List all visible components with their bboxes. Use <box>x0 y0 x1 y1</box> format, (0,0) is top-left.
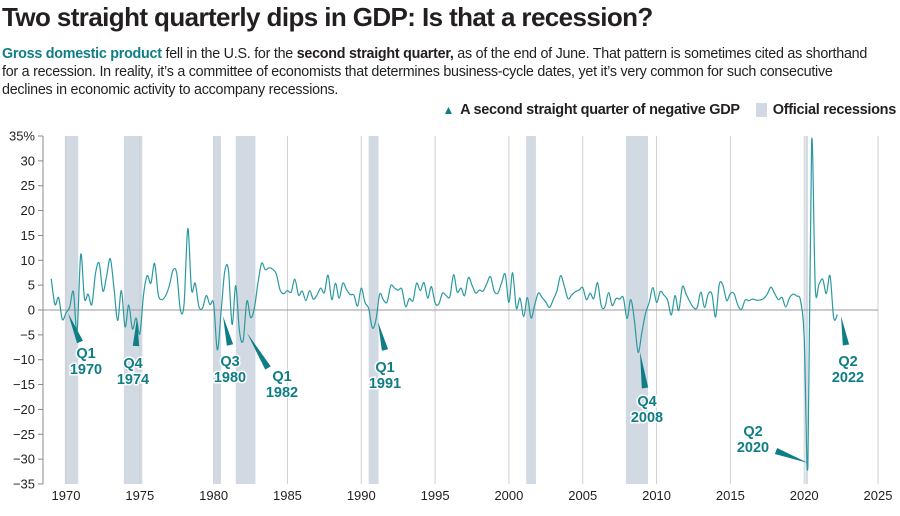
series <box>50 137 838 471</box>
dek-text-1: fell in the U.S. for the <box>161 46 297 62</box>
annotation-quarter: Q2 <box>838 354 857 370</box>
annotation-year: 2022 <box>832 370 864 386</box>
dek-lead: Gross domestic product <box>2 46 162 62</box>
y-tick-label: −15 <box>13 377 35 392</box>
annotation-year: 1980 <box>214 370 246 386</box>
y-tick-label: −10 <box>13 352 35 367</box>
callout-wedge-icon <box>247 333 271 370</box>
x-tick-label: 2020 <box>790 488 819 503</box>
annotation-year: 1982 <box>266 385 298 401</box>
x-tick-label: 2015 <box>716 488 745 503</box>
annotation-year: 1991 <box>369 376 401 392</box>
annotation-quarter: Q1 <box>76 346 95 362</box>
y-tick-label: −25 <box>13 427 35 442</box>
y-tick-label: −35 <box>13 476 35 491</box>
y-tick-label: 0 <box>28 303 35 318</box>
callout-wedge-icon <box>132 318 140 347</box>
y-tick-label: −20 <box>13 402 35 417</box>
x-tick-label: 1985 <box>273 488 302 503</box>
y-tick-label: 20 <box>21 203 35 218</box>
annotation-quarter: Q1 <box>375 360 394 376</box>
x-tick-label: 2025 <box>864 488 893 503</box>
triangle-icon: ▲ <box>442 103 455 117</box>
dek-text-2: as of the end of June. That pattern is s… <box>2 46 868 98</box>
y-tick-label: 25 <box>21 178 35 193</box>
legend-recession-label: Official recessions <box>772 102 897 118</box>
x-tick-label: 1990 <box>347 488 376 503</box>
annotation-year: 1970 <box>70 362 102 378</box>
annotation-quarter: Q4 <box>123 356 142 372</box>
gdp-growth-line <box>50 137 838 471</box>
y-tick-label: 10 <box>21 253 35 268</box>
annotation-quarter: Q2 <box>743 424 762 440</box>
y-tick-label: 35% <box>9 129 35 144</box>
legend-recession-swatch <box>755 103 767 117</box>
annotation-year: 2008 <box>631 410 663 426</box>
legend-marker-label: A second straight quarter of negative GD… <box>460 102 740 118</box>
y-tick-label: 30 <box>21 153 35 168</box>
callout-wedge-icon <box>774 448 808 463</box>
x-tick-label: 1995 <box>421 488 450 503</box>
callout-wedge-icon <box>640 352 649 389</box>
callout-wedge-icon <box>223 316 234 346</box>
x-tick-label: 2010 <box>642 488 671 503</box>
x-tick-label: 1980 <box>199 488 228 503</box>
annotation-quarter: Q4 <box>637 394 656 410</box>
x-tick-label: 2000 <box>494 488 523 503</box>
axes: 1970 1975 1980 1985 1990 1995 2000 2005 2010 2015… <box>9 129 893 503</box>
callout-wedge-icon <box>68 313 83 344</box>
legend: ▲ A second straight quarter of negative … <box>442 102 897 118</box>
y-tick-label: 5 <box>28 278 35 293</box>
y-tick-label: −5 <box>20 327 35 342</box>
y-tick-label: −30 <box>13 452 35 467</box>
dek-bold: second straight quarter, <box>296 46 454 62</box>
annotation-year: 2020 <box>737 440 769 456</box>
callout-wedge-icon <box>378 322 389 351</box>
x-tick-label: 1970 <box>52 488 81 503</box>
x-tick-label: 2005 <box>568 488 597 503</box>
x-tick-label: 1975 <box>125 488 154 503</box>
callout-wedge-icon <box>841 316 850 346</box>
chart-description: Gross domestic product fell in the U.S. … <box>2 45 882 99</box>
y-tick-label: 15 <box>21 228 35 243</box>
annotation-quarter: Q3 <box>220 354 239 370</box>
annotation-year: 1974 <box>117 372 149 388</box>
chart-title: Two straight quarterly dips in GDP: Is t… <box>2 2 653 32</box>
annotation-quarter: Q1 <box>272 369 291 385</box>
